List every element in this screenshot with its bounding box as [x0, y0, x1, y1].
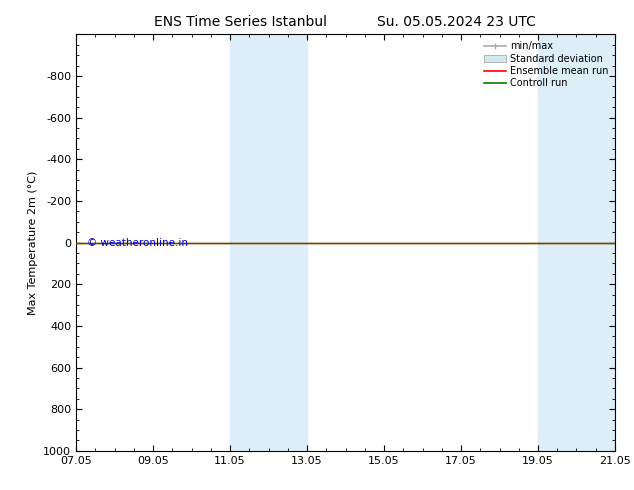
- Bar: [249, 34, 307, 451]
- Y-axis label: Max Temperature 2m (°C): Max Temperature 2m (°C): [28, 171, 37, 315]
- Legend: min/max, Standard deviation, Ensemble mean run, Controll run: min/max, Standard deviation, Ensemble me…: [481, 37, 612, 92]
- Bar: [538, 34, 557, 451]
- Bar: [230, 34, 249, 451]
- Bar: [557, 34, 615, 451]
- Text: Su. 05.05.2024 23 UTC: Su. 05.05.2024 23 UTC: [377, 15, 536, 29]
- Text: ENS Time Series Istanbul: ENS Time Series Istanbul: [155, 15, 327, 29]
- Text: © weatheronline.in: © weatheronline.in: [87, 238, 188, 247]
